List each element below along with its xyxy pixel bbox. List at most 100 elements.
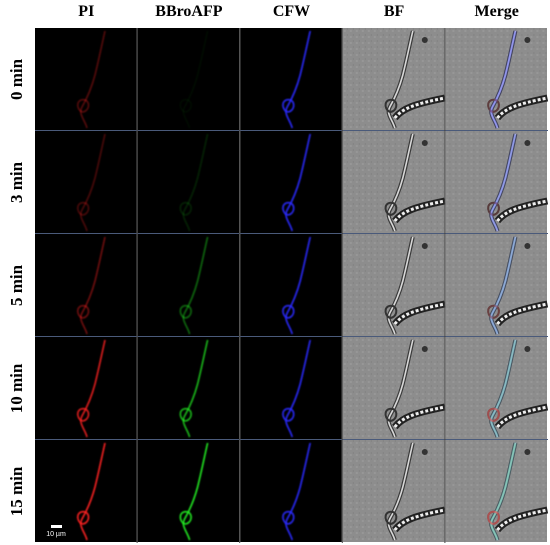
hypha-signal (182, 236, 209, 335)
row-label: 5 min (7, 264, 26, 306)
panel-background (240, 234, 342, 336)
hypha-signal (285, 133, 311, 232)
hypha-chain (496, 199, 548, 222)
hypha-signal (76, 201, 90, 216)
panel-background (137, 28, 240, 130)
panel-background (35, 234, 137, 336)
column-header: BF (384, 3, 405, 20)
hypha-loop (384, 98, 398, 113)
hypha-signal (282, 510, 295, 525)
image-panel (445, 440, 549, 542)
row-label: 15 min (7, 466, 26, 516)
hypha-signal (179, 304, 192, 319)
column-header: PI (78, 3, 94, 20)
panel-background (445, 28, 547, 130)
panel-background (240, 28, 342, 130)
hypha-chain (496, 96, 548, 119)
hypha-signal (182, 442, 209, 541)
hypha-signal (80, 133, 106, 232)
hypha (387, 30, 414, 129)
hypha-signal (80, 30, 106, 129)
hypha-signal (182, 133, 209, 232)
panel-background (240, 131, 342, 233)
hypha-chain (496, 508, 548, 531)
hypha-signal (76, 304, 90, 319)
image-panel (35, 131, 137, 233)
panel-background (342, 234, 445, 336)
debris (524, 346, 531, 352)
image-panel (240, 131, 342, 233)
overlay-red (487, 510, 500, 525)
image-panel (240, 440, 342, 542)
overlay-red (487, 201, 500, 216)
image-panel (35, 440, 137, 542)
overlay-green (490, 339, 517, 438)
image-panel (445, 234, 549, 336)
hypha-chain (393, 302, 446, 325)
hypha-chain (393, 96, 446, 119)
hypha-signal (282, 98, 295, 113)
overlay-red (487, 304, 500, 319)
panel-background (35, 131, 137, 233)
hypha-chain (393, 405, 446, 428)
panel-background (137, 131, 240, 233)
hypha-signal (285, 339, 311, 438)
image-panel (137, 337, 240, 439)
image-panel (342, 337, 446, 439)
debris (524, 37, 531, 43)
hypha-signal (285, 442, 311, 541)
panel-background (342, 337, 445, 439)
hypha-signal (179, 201, 192, 216)
row-label: 0 min (7, 58, 26, 100)
row-label: 10 min (7, 363, 26, 413)
hypha (387, 236, 414, 335)
column-header: Merge (474, 3, 518, 20)
hypha (387, 133, 414, 232)
hypha-chain (496, 405, 548, 428)
column-header: CFW (273, 3, 310, 20)
image-panel (240, 234, 342, 336)
hypha-signal (80, 236, 106, 335)
image-panel (445, 337, 549, 439)
debris (421, 346, 428, 352)
hypha-signal (182, 30, 209, 129)
image-panel (35, 234, 137, 336)
panel-background (35, 337, 137, 439)
hypha-signal (282, 201, 295, 216)
hypha-signal (80, 339, 106, 438)
panel-background (137, 440, 240, 542)
overlay-red (487, 98, 500, 113)
image-panel (445, 28, 549, 130)
hypha-signal (80, 442, 106, 541)
panel-background (445, 131, 547, 233)
debris (524, 243, 531, 249)
debris (421, 243, 428, 249)
panel-background (445, 440, 547, 542)
overlay-green (490, 133, 517, 232)
image-panel (342, 131, 446, 233)
panel-background (35, 28, 137, 130)
hypha-signal (282, 304, 295, 319)
panel-background (240, 440, 342, 542)
hypha-signal (179, 510, 192, 525)
panel-background (240, 337, 342, 439)
image-panel (35, 28, 137, 130)
hypha-loop (384, 510, 398, 525)
hypha-loop (384, 201, 398, 216)
image-panel (342, 440, 446, 542)
panel-background (342, 440, 445, 542)
panel-background (35, 440, 137, 542)
column-header: BBroAFP (155, 3, 222, 20)
scale-bar (51, 525, 62, 528)
hypha-signal (179, 407, 192, 422)
image-panel (240, 337, 342, 439)
panel-background (445, 234, 547, 336)
scale-bar-label: 10 µm (46, 531, 66, 538)
debris (421, 37, 428, 43)
hypha-loop (384, 304, 398, 319)
hypha-signal (285, 30, 311, 129)
overlay-green (490, 442, 517, 541)
debris (421, 449, 428, 455)
